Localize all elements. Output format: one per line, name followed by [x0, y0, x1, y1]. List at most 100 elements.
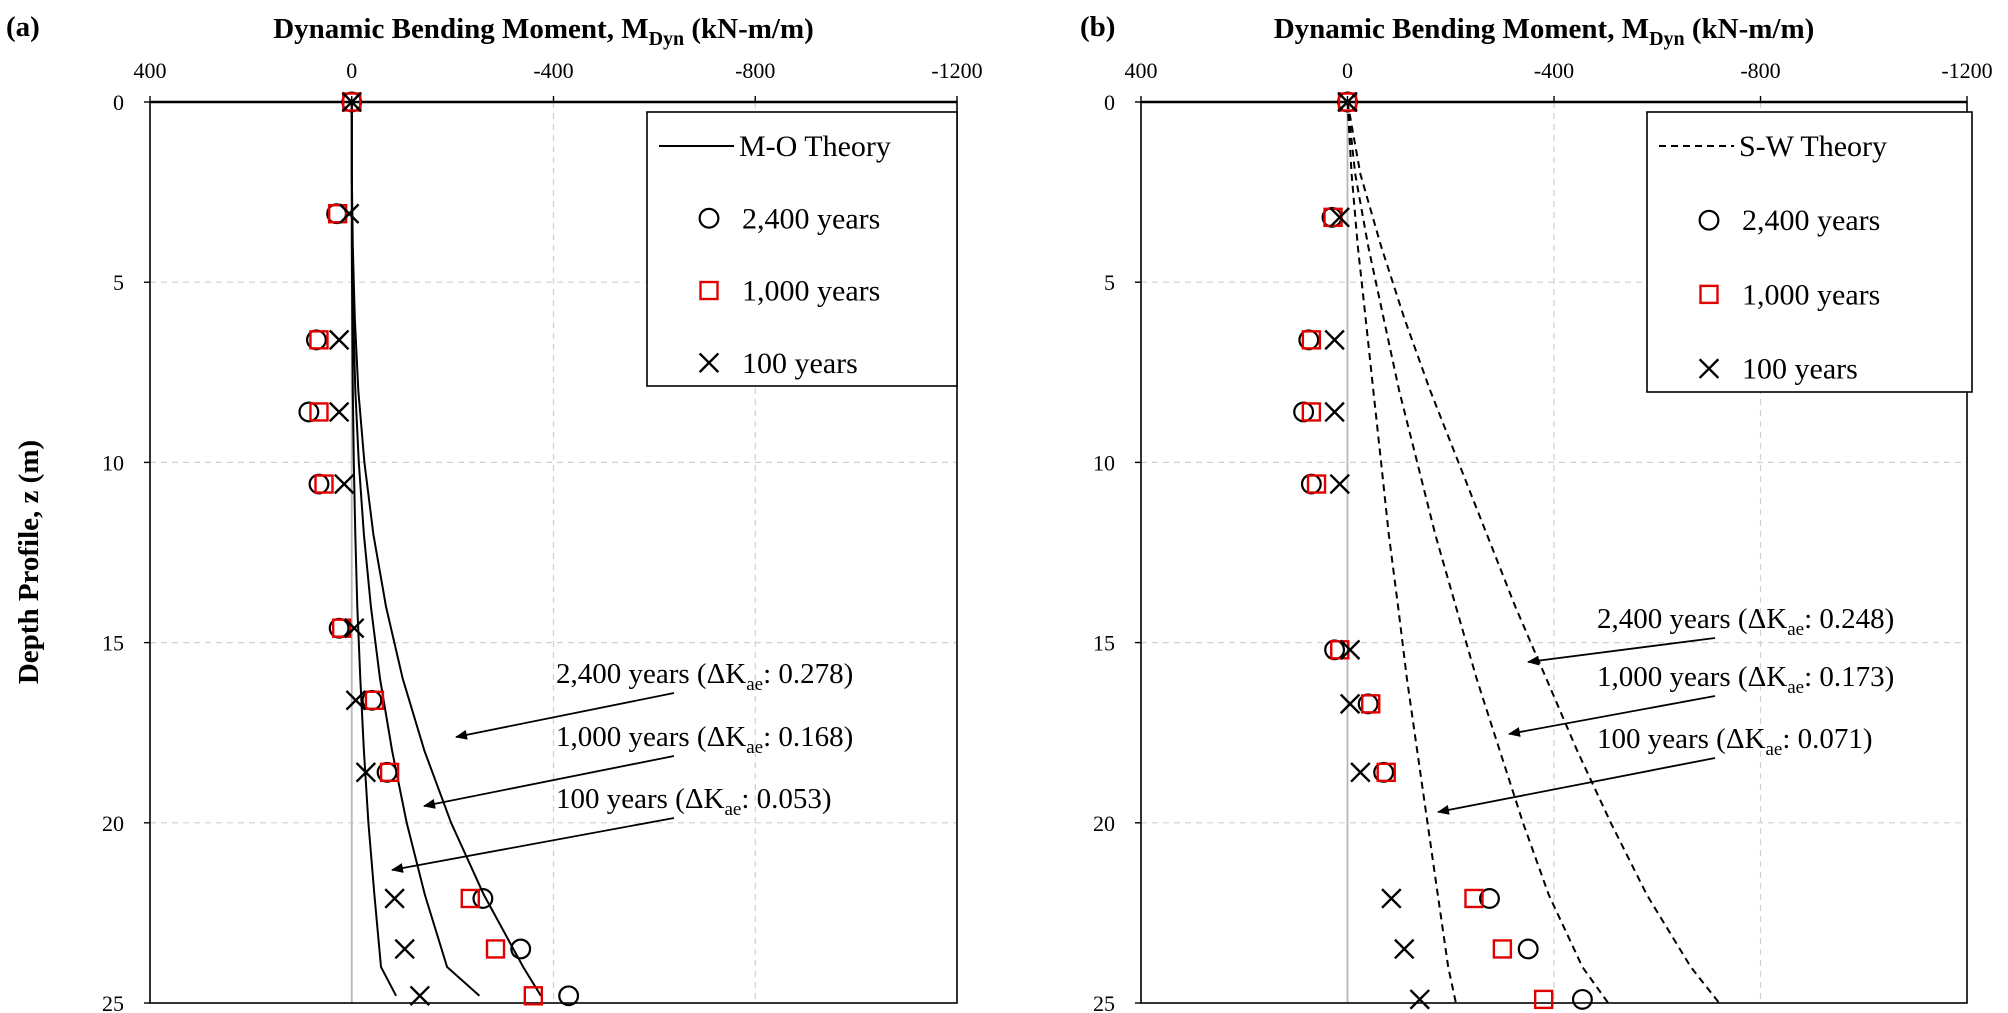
panel-a-point-cross — [341, 91, 362, 113]
panel-b-legend-box — [1646, 111, 1973, 393]
panel-a-legend-label: M-O Theory — [739, 130, 891, 163]
panel-a-point-cross — [339, 203, 360, 224]
panel-a-point-cross — [333, 473, 355, 495]
panel-a-label: (a) — [6, 11, 40, 43]
panel-b-point-square — [1376, 762, 1396, 783]
panel-a-group: 400 0 -400 -800 -1200 0 5 10 15 20 25 (a) Dynamic Be… — [6, 11, 983, 1013]
panel-b-point-square — [1301, 402, 1322, 422]
panel-b-x-tick-label: -400 — [1534, 58, 1574, 83]
panel-b-point-cross — [1329, 473, 1350, 495]
panel-a-point-square — [523, 986, 544, 1006]
panel-a-point-cross — [328, 329, 350, 351]
panel-b-point-square — [1323, 207, 1343, 228]
panel-b-x-tick-label: -1200 — [1941, 58, 1992, 83]
panel-b-annotation-label: 1,000 years (ΔKae: 0.173) — [1597, 661, 1894, 698]
panel-a-point-square — [309, 330, 329, 350]
panel-b-point-circle — [1324, 639, 1346, 661]
panel-a-annotation-arrow — [423, 755, 675, 809]
panel-a-x-tick-label: -800 — [735, 58, 775, 83]
panel-b-annotation-arrow — [1437, 757, 1716, 815]
panel-b-point-square — [1337, 92, 1358, 112]
panel-a-point-square — [331, 618, 352, 638]
panel-b-point-cross — [1339, 693, 1361, 715]
panel-b-y-tick-label: 25 — [1093, 991, 1115, 1013]
panel-b-legend-marker-square — [1699, 284, 1719, 305]
panel-a-point-square — [364, 690, 385, 710]
panel-b-point-cross — [1329, 207, 1350, 228]
panel-b-point-square — [1533, 989, 1554, 1010]
panel-a-annotation-arrow — [391, 817, 675, 873]
panel-a-legend-marker-cross — [698, 352, 720, 373]
panel-a-point-circle — [472, 888, 494, 909]
panel-b-point-cross — [1324, 401, 1345, 423]
panel-b-point-square — [1464, 888, 1484, 909]
panel-a-x-tick-label: 400 — [134, 58, 167, 83]
panel-a-legend-label: 1,000 years — [742, 275, 880, 308]
panel-b-point-cross — [1337, 91, 1358, 113]
panel-b-legend-label: S-W Theory — [1739, 130, 1887, 163]
panel-a-point-square — [327, 204, 348, 224]
panel-b-theory-curve — [1346, 101, 1457, 1004]
panel-b-point-cross — [1339, 639, 1361, 661]
panel-a-legend-label: 100 years — [742, 347, 858, 380]
panel-a-point-square — [314, 474, 334, 494]
panel-b-annotation-arrow — [1527, 637, 1716, 666]
panel-a-legend-marker-circle — [698, 207, 720, 229]
panel-b-label: (b) — [1080, 11, 1115, 43]
panel-b-point-circle — [1571, 988, 1593, 1010]
panel-a-legend-box — [646, 111, 958, 387]
panel-a-annotation-label: 1,000 years (ΔKae: 0.168) — [556, 721, 853, 758]
panel-b-point-circle — [1517, 938, 1539, 960]
panel-b-point-square — [1492, 939, 1513, 959]
panel-b-point-cross — [1394, 938, 1415, 960]
panel-a-legend-marker-square — [699, 280, 719, 301]
panel-b-y-tick-label: 5 — [1104, 270, 1115, 295]
panel-b-point-cross — [1350, 762, 1371, 783]
panel-b-x-tick-label: 0 — [1342, 58, 1353, 83]
panel-b-x-tick-label: 400 — [1125, 58, 1158, 83]
panel-a-point-square — [309, 402, 329, 422]
panel-b-x-tick-label: -800 — [1740, 58, 1780, 83]
panel-b-legend-label: 100 years — [1742, 353, 1858, 386]
panel-b-legend-marker-cross — [1698, 358, 1720, 379]
panel-b-legend-label: 2,400 years — [1742, 204, 1880, 237]
panel-b-group: 400 0 -400 -800 -1200 0 5 10 15 20 25 (b) Dynamic Be… — [1080, 11, 1993, 1013]
panel-b-legend-marker-circle — [1698, 209, 1720, 231]
panel-b-point-circle — [1479, 888, 1500, 909]
panel-a-point-cross — [394, 938, 415, 960]
panel-b-point-square — [1306, 474, 1327, 494]
y-axis-label: Depth Profile, z (m) — [13, 440, 45, 684]
panel-a-point-square — [460, 888, 480, 909]
panel-a-y-tick-label: 0 — [113, 90, 124, 115]
panel-a-annotation-arrow — [455, 692, 675, 740]
panel-b-y-tick-label: 20 — [1093, 811, 1115, 836]
panel-a-y-tick-label: 25 — [102, 991, 124, 1013]
panel-b-y-tick-label: 15 — [1093, 631, 1115, 656]
panel-a-point-square — [485, 939, 506, 959]
panel-b-theory-curve — [1346, 101, 1720, 1004]
panel-a-legend-label: 2,400 years — [742, 202, 880, 235]
panel-a-point-circle — [558, 985, 580, 1007]
panel-a-theory-curve — [350, 102, 542, 997]
panel-a-y-tick-label: 20 — [102, 811, 124, 836]
panel-a-point-circle — [298, 401, 320, 423]
panel-a-y-tick-label: 10 — [102, 450, 124, 475]
panel-a-y-tick-label: 15 — [102, 631, 124, 656]
panel-b-point-cross — [1409, 989, 1430, 1010]
panel-b-theory-curve — [1346, 101, 1610, 1004]
panel-a-y-tick-label: 5 — [113, 270, 124, 295]
panel-a-x-tick-label: -400 — [533, 58, 573, 83]
panel-a-point-cross — [328, 401, 350, 423]
panel-a-annotation-label: 100 years (ΔKae: 0.053) — [556, 783, 832, 820]
panel-b-y-tick-label: 0 — [1104, 90, 1115, 115]
panel-b-point-circle — [1300, 473, 1322, 495]
panel-b-point-cross — [1324, 329, 1345, 351]
panel-b-point-cross — [1381, 888, 1402, 909]
panel-b-annotation-label: 100 years (ΔKae: 0.071) — [1597, 723, 1873, 760]
panel-a-annotation-label: 2,400 years (ΔKae: 0.278) — [556, 658, 853, 695]
panel-a-point-square — [379, 762, 400, 783]
panel-a-point-cross — [355, 762, 377, 783]
panel-b-point-square — [1361, 694, 1381, 714]
panel-a-point-cross — [409, 985, 431, 1006]
